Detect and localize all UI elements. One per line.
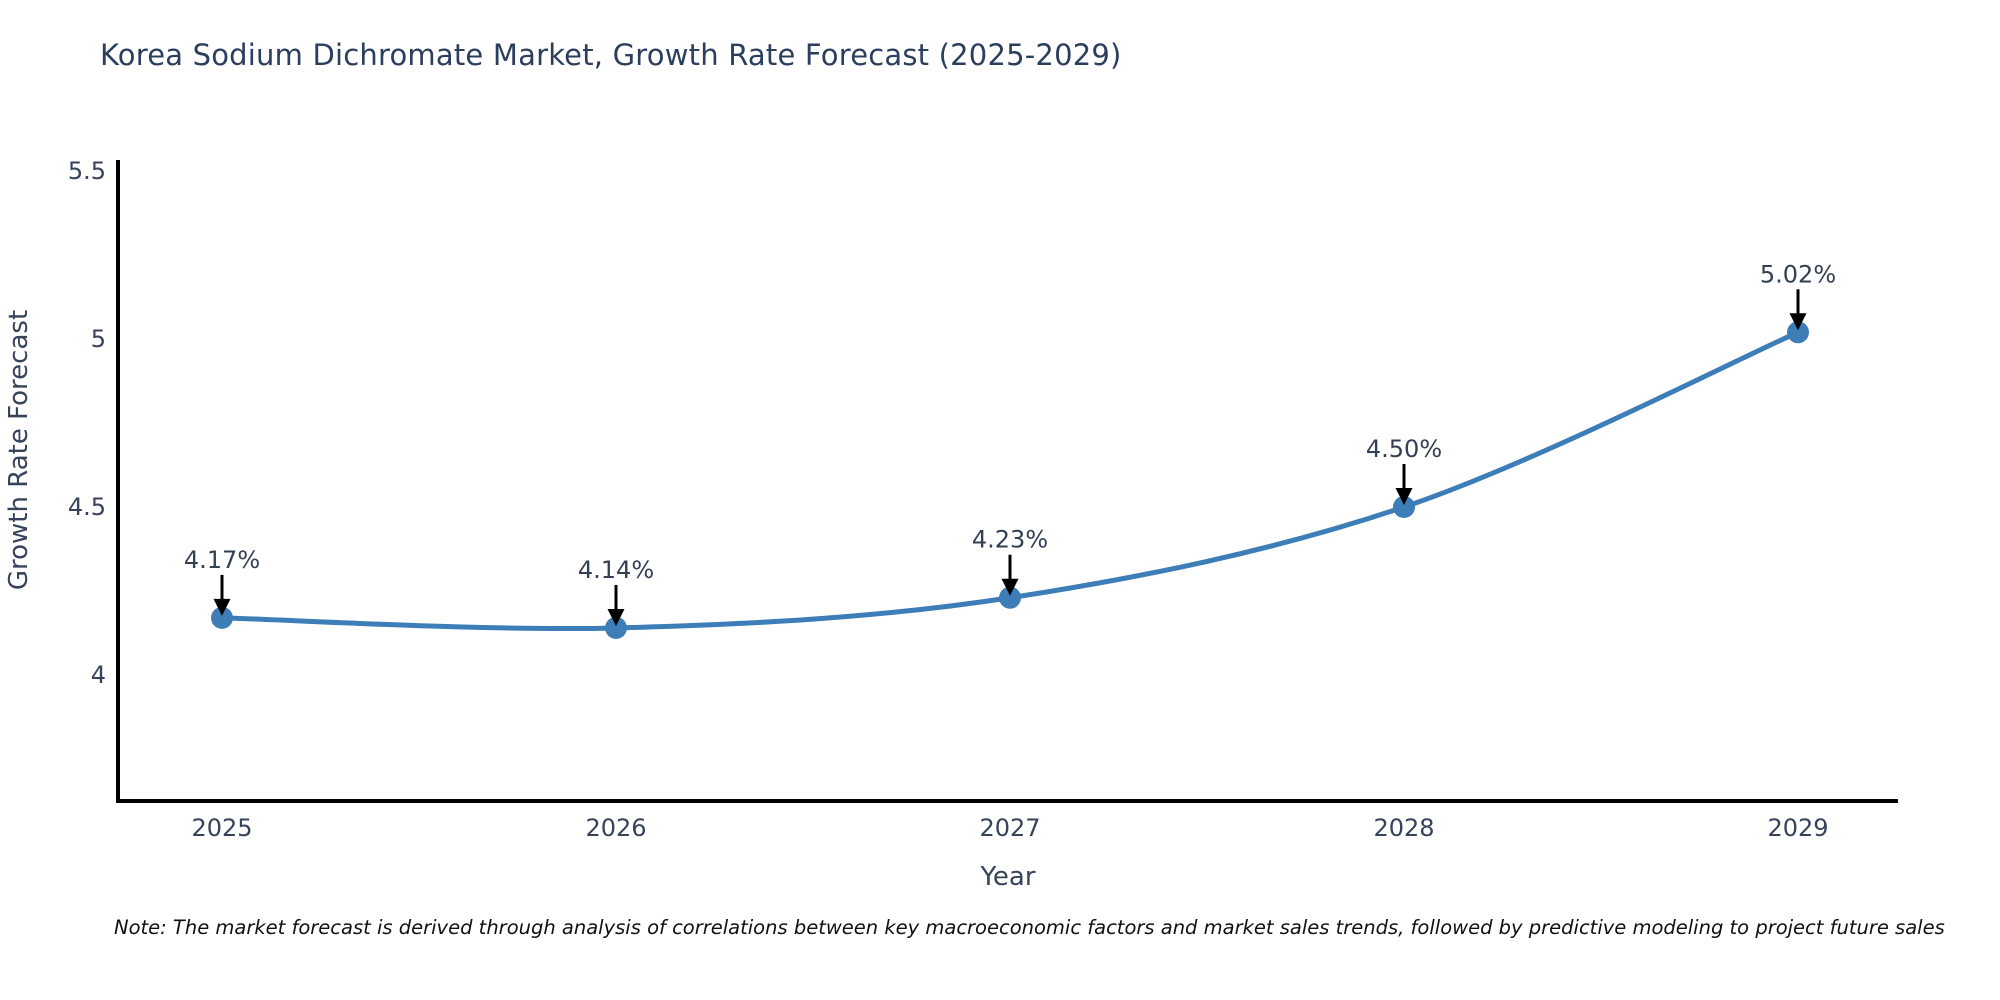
annotation-arrowhead-icon [1001, 578, 1019, 596]
x-axis-title: Year [979, 862, 1035, 892]
y-tick-label: 4 [91, 661, 106, 689]
x-tick-label: 2028 [1373, 814, 1434, 842]
y-tick-label: 4.5 [68, 493, 106, 521]
x-tick-label: 2027 [979, 814, 1040, 842]
data-point-marker [1393, 496, 1415, 518]
data-point-marker [999, 586, 1021, 609]
x-tick-label: 2025 [191, 814, 252, 842]
data-point-marker [605, 616, 627, 639]
x-tick-label: 2029 [1767, 814, 1828, 842]
point-value-label: 4.23% [972, 526, 1048, 554]
footnote: Note: The market forecast is derived thr… [114, 916, 1945, 939]
annotation-arrowhead-icon [607, 608, 625, 626]
chart-title: Korea Sodium Dichromate Market, Growth R… [100, 38, 1122, 72]
point-value-label: 4.14% [578, 556, 654, 584]
data-point-marker [211, 606, 233, 629]
y-axis-title: Growth Rate Forecast [4, 310, 34, 590]
y-tick-label: 5.5 [68, 157, 106, 185]
point-value-label: 4.17% [184, 546, 260, 574]
point-value-label: 5.02% [1760, 260, 1836, 288]
data-point-marker [1787, 321, 1809, 344]
y-tick-label: 5 [91, 325, 106, 353]
point-value-label: 4.50% [1366, 435, 1442, 463]
annotation-arrowhead-icon [213, 598, 231, 616]
annotation-arrowhead-icon [1789, 313, 1807, 331]
annotation-arrowhead-icon [1395, 488, 1413, 505]
x-tick-label: 2026 [585, 814, 646, 842]
